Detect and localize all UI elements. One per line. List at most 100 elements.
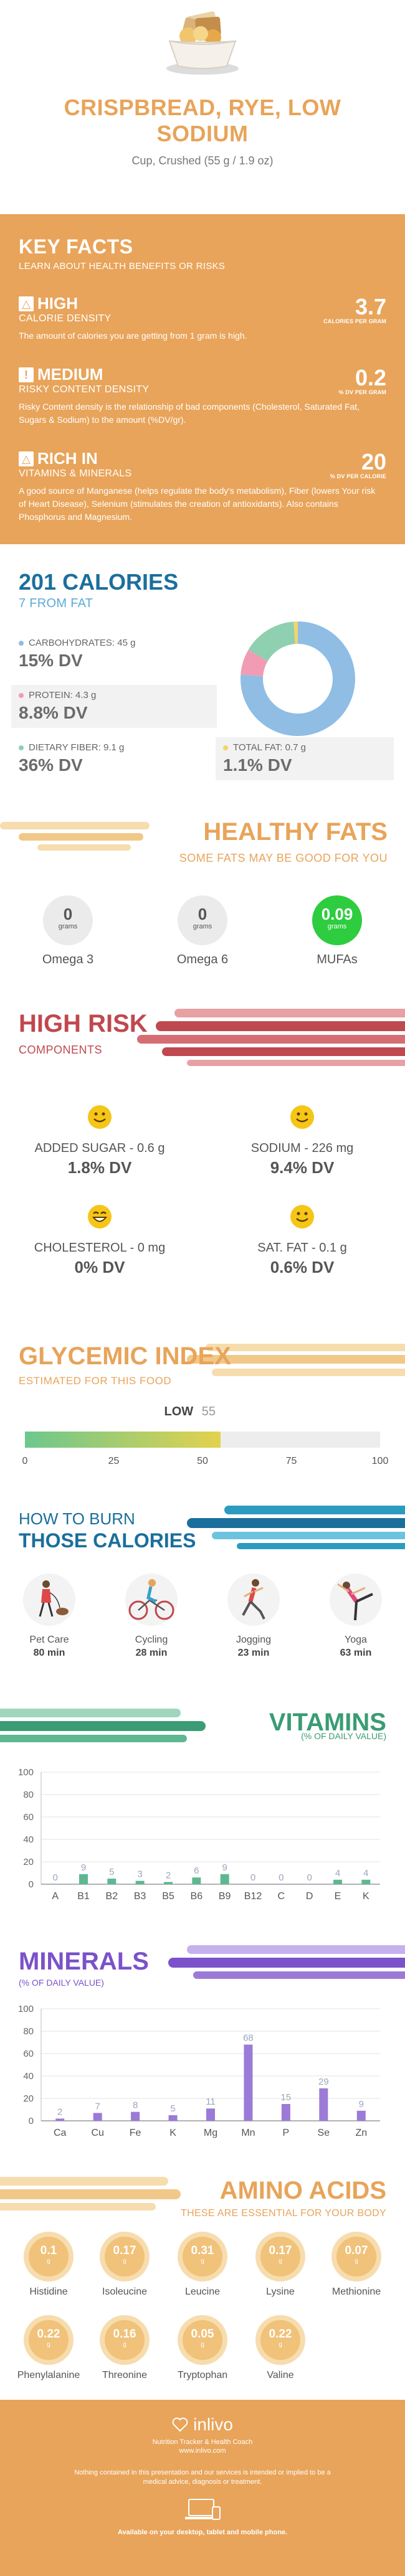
- donut-slice-fat: [293, 621, 298, 644]
- glycemic-index-section: GLYCEMIC INDEX ESTIMATED FOR THIS FOOD L…: [0, 1335, 405, 1497]
- amino-name: Methionine: [331, 2286, 381, 2297]
- key-fact-category: CALORIE DENSITY: [19, 313, 112, 324]
- amino-threonine: 0.16 g Threonine: [87, 2320, 162, 2381]
- mineral-bar: [168, 2115, 178, 2121]
- amino-value: 0.17: [113, 2244, 136, 2257]
- amino-valine: 0.22 g Valine: [243, 2320, 318, 2381]
- mineral-category-label: Mg: [204, 2128, 217, 2138]
- flame-icon: △: [19, 451, 34, 466]
- jogging-icon: [227, 1573, 280, 1626]
- activity-name: Jogging: [236, 1635, 272, 1645]
- activity-yoga: Yoga 63 min: [315, 1572, 396, 1659]
- cycling-icon: [125, 1573, 178, 1626]
- amino-tryptophan: 0.05 g Tryptophan: [165, 2320, 240, 2381]
- high-risk-section: HIGH RISK COMPONENTS ADDED SUGAR - 0.6 g…: [0, 999, 405, 1335]
- healthy-fats-subtitle: SOME FATS MAY BE GOOD FOR YOU: [179, 852, 388, 864]
- glycemic-tick-label: 75: [285, 1456, 297, 1466]
- burn-title-line1: HOW TO BURN: [19, 1509, 135, 1528]
- amino-unit: g: [201, 2258, 204, 2265]
- legend-dot: [223, 745, 228, 750]
- amino-value: 0.05: [191, 2328, 214, 2341]
- amino-unit: g: [279, 2258, 282, 2265]
- vitamin-category-label: B5: [162, 1891, 174, 1902]
- vitamin-bar: [79, 1874, 88, 1884]
- glycemic-tick-label: 100: [371, 1456, 389, 1466]
- mineral-ytick-label: 60: [23, 2049, 34, 2059]
- minerals-subtitle: (% OF DAILY VALUE): [19, 1978, 104, 1988]
- key-fact-description: The amount of calories you are getting f…: [19, 331, 247, 341]
- burn-calories-section: HOW TO BURN THOSE CALORIES Pet Care 80 m…: [0, 1497, 405, 1702]
- decorative-stripes: [137, 1009, 405, 1066]
- mineral-ytick-label: 100: [18, 2004, 34, 2014]
- glycemic-value: 55: [201, 1405, 216, 1418]
- footer-url[interactable]: www.inlivo.com: [179, 2447, 226, 2455]
- mineral-category-label: Ca: [54, 2128, 67, 2138]
- key-fact-risky-content: ! MEDIUM RISKY CONTENT DENSITY 0.2 % DV P…: [19, 365, 386, 427]
- key-fact-description: Risky Content density is the relationshi…: [19, 402, 360, 425]
- amino-name: Tryptophan: [177, 2370, 228, 2380]
- amino-value: 0.1: [40, 2244, 57, 2257]
- mineral-ytick-label: 40: [23, 2071, 34, 2082]
- mineral-value-label: 5: [170, 2103, 175, 2114]
- fat-unit: grams: [327, 923, 347, 930]
- fat-name: MUFAs: [317, 953, 358, 966]
- logo-text: inlivo: [193, 2415, 233, 2434]
- calories-subtitle: 7 FROM FAT: [19, 597, 93, 610]
- decorative-stripes: [187, 1506, 405, 1549]
- footer: inlivo Nutrition Tracker & Health Coach …: [0, 2400, 405, 2576]
- fat-value: 0: [198, 905, 207, 923]
- amino-histidine: 0.1 g Histidine: [11, 2237, 86, 2298]
- header: CRISPBREAD, RYE, LOW SODIUM Cup, Crushed…: [0, 9, 405, 214]
- vitamin-category-label: B1: [77, 1891, 90, 1902]
- amino-name: Histidine: [29, 2286, 68, 2297]
- amino-unit: g: [201, 2341, 204, 2348]
- key-fact-vitamins-minerals: △ RICH IN VITAMINS & MINERALS 20 % DV PER…: [19, 449, 386, 524]
- nutrition-infographic: CRISPBREAD, RYE, LOW SODIUM Cup, Crushed…: [0, 9, 405, 2576]
- vitamin-category-label: C: [278, 1891, 285, 1902]
- minerals-section: MINERALS (% OF DAILY VALUE) 0 20 40 60 80 100…: [0, 1939, 405, 2169]
- high-risk-subtitle: COMPONENTS: [19, 1044, 103, 1056]
- key-fact-unit: % DV PER CALORIE: [330, 473, 386, 479]
- calories-title: 201 CALORIES: [19, 569, 179, 595]
- mineral-bar: [244, 2044, 253, 2121]
- fat-unit: grams: [193, 923, 212, 930]
- risk-dv: 9.4% DV: [270, 1158, 335, 1177]
- vitamin-value-label: 4: [363, 1868, 368, 1879]
- amino-phenylalanine: 0.22 g Phenylalanine: [11, 2320, 86, 2381]
- legend-dot: [19, 692, 24, 698]
- flame-icon: △: [19, 296, 34, 311]
- macro-dv: 15% DV: [19, 651, 83, 670]
- mineral-category-label: Zn: [355, 2128, 367, 2138]
- mineral-category-label: Cu: [91, 2128, 103, 2138]
- vitamin-bar: [164, 1882, 173, 1884]
- risk-label: ADDED SUGAR - 0.6 g: [34, 1141, 165, 1155]
- macro-donut-chart: [241, 621, 355, 736]
- key-facts-section: KEY FACTS LEARN ABOUT HEALTH BENEFITS OR…: [0, 214, 405, 544]
- vitamin-value-label: 0: [307, 1872, 312, 1883]
- key-fact-value: 20: [361, 449, 386, 474]
- risk-sodium: SODIUM - 226 mg 9.4% DV: [209, 1105, 396, 1177]
- activity-name: Pet Care: [29, 1635, 69, 1645]
- fat-mufas: 0.09 grams MUFAs: [297, 895, 378, 967]
- vitamin-bar: [135, 1880, 145, 1884]
- mineral-category-label: K: [169, 2128, 176, 2138]
- vitamin-category-label: K: [363, 1891, 369, 1902]
- amino-value: 0.17: [269, 2244, 292, 2257]
- vitamin-value-label: 4: [335, 1868, 340, 1879]
- grin-icon: [88, 1205, 112, 1229]
- fat-value: 0.09: [321, 905, 353, 923]
- amino-isoleucine: 0.17 g Isoleucine: [87, 2237, 162, 2298]
- fat-value: 0: [63, 905, 73, 923]
- mineral-value-label: 2: [57, 2107, 62, 2117]
- risk-dv: 0% DV: [74, 1258, 125, 1276]
- glycemic-tick-label: 50: [197, 1456, 208, 1466]
- amino-name: Valine: [267, 2370, 294, 2380]
- amino-methionine: 0.07 g Methionine: [319, 2237, 394, 2298]
- amino-name: Lysine: [266, 2286, 295, 2297]
- minerals-title: MINERALS: [19, 1948, 149, 1975]
- mineral-bar: [93, 2113, 102, 2121]
- amino-value: 0.07: [345, 2244, 368, 2257]
- amino-acids-title: AMINO ACIDS: [219, 2177, 386, 2204]
- amino-name: Threonine: [102, 2370, 148, 2380]
- risk-dv: 1.8% DV: [67, 1158, 132, 1177]
